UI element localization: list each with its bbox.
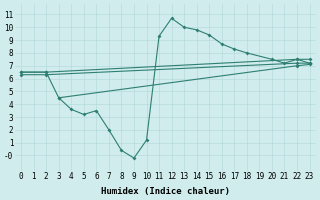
X-axis label: Humidex (Indice chaleur): Humidex (Indice chaleur) bbox=[101, 187, 230, 196]
